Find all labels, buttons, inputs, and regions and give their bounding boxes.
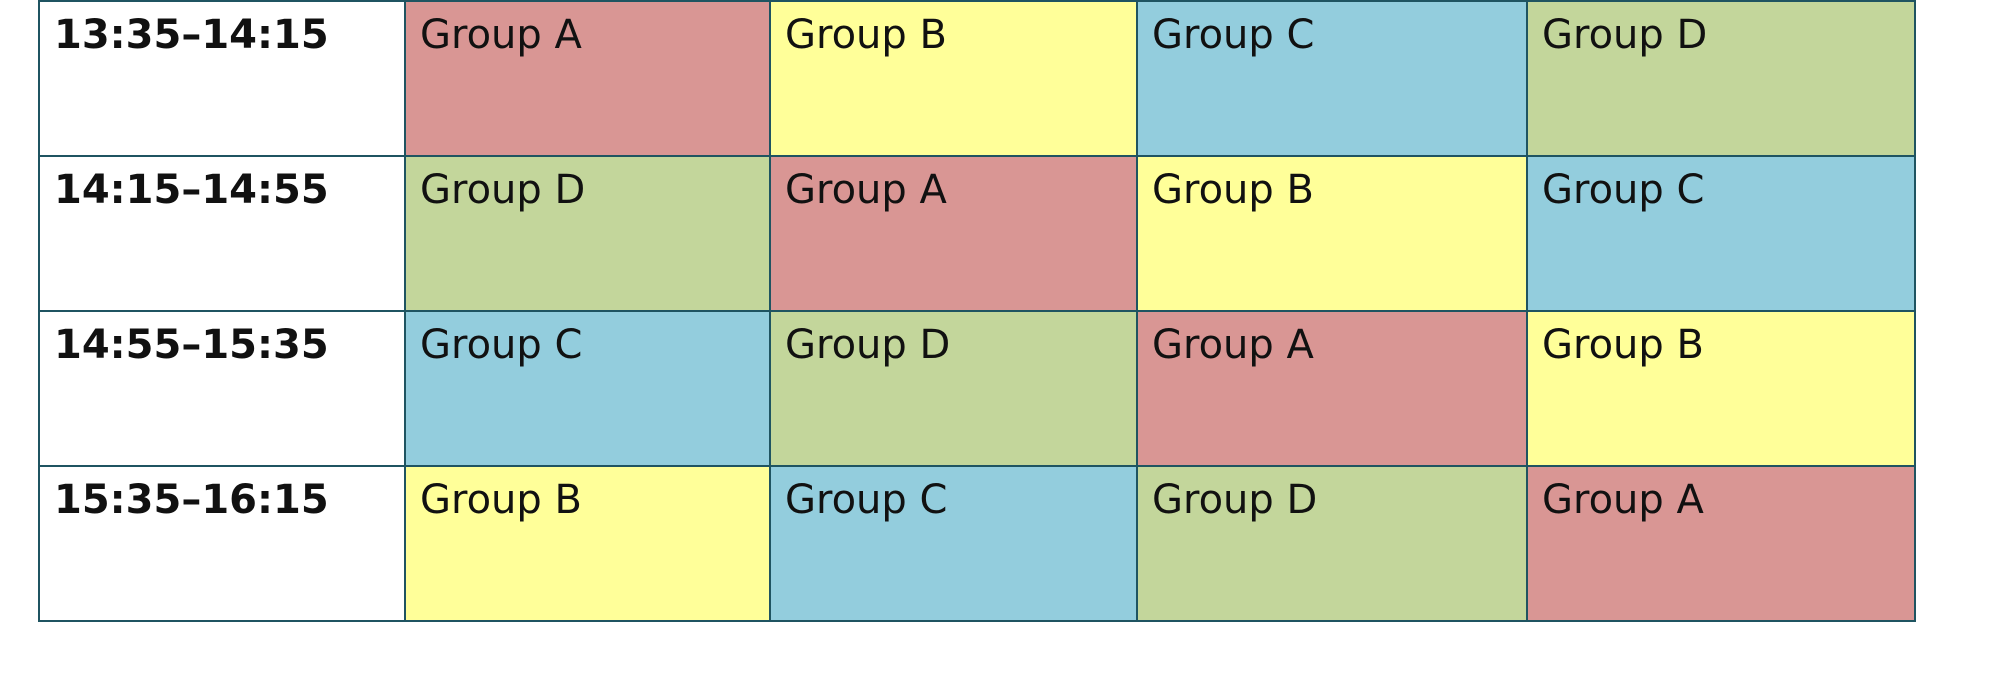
group-cell: Group C xyxy=(404,310,771,467)
group-cell: Group D xyxy=(404,155,771,312)
group-cell: Group D xyxy=(1136,465,1528,622)
row: 13:35–14:15 Group A Group B Group C Grou… xyxy=(38,0,1916,157)
row: 14:55–15:35 Group C Group D Group A Grou… xyxy=(38,310,1916,467)
group-cell: Group A xyxy=(1526,465,1916,622)
group-cell: Group B xyxy=(1526,310,1916,467)
row: 15:35–16:15 Group B Group C Group D Grou… xyxy=(38,465,1916,622)
schedule-table: 13:35–14:15 Group A Group B Group C Grou… xyxy=(38,0,1916,622)
group-cell: Group D xyxy=(1526,0,1916,157)
group-cell: Group C xyxy=(769,465,1138,622)
time-cell: 13:35–14:15 xyxy=(38,0,406,157)
group-cell: Group C xyxy=(1136,0,1528,157)
group-cell: Group A xyxy=(404,0,771,157)
group-cell: Group A xyxy=(1136,310,1528,467)
group-cell: Group D xyxy=(769,310,1138,467)
group-cell: Group C xyxy=(1526,155,1916,312)
group-cell: Group B xyxy=(1136,155,1528,312)
group-cell: Group B xyxy=(404,465,771,622)
time-cell: 14:15–14:55 xyxy=(38,155,406,312)
group-cell: Group A xyxy=(769,155,1138,312)
time-cell: 15:35–16:15 xyxy=(38,465,406,622)
group-cell: Group B xyxy=(769,0,1138,157)
time-cell: 14:55–15:35 xyxy=(38,310,406,467)
row: 14:15–14:55 Group D Group A Group B Grou… xyxy=(38,155,1916,312)
